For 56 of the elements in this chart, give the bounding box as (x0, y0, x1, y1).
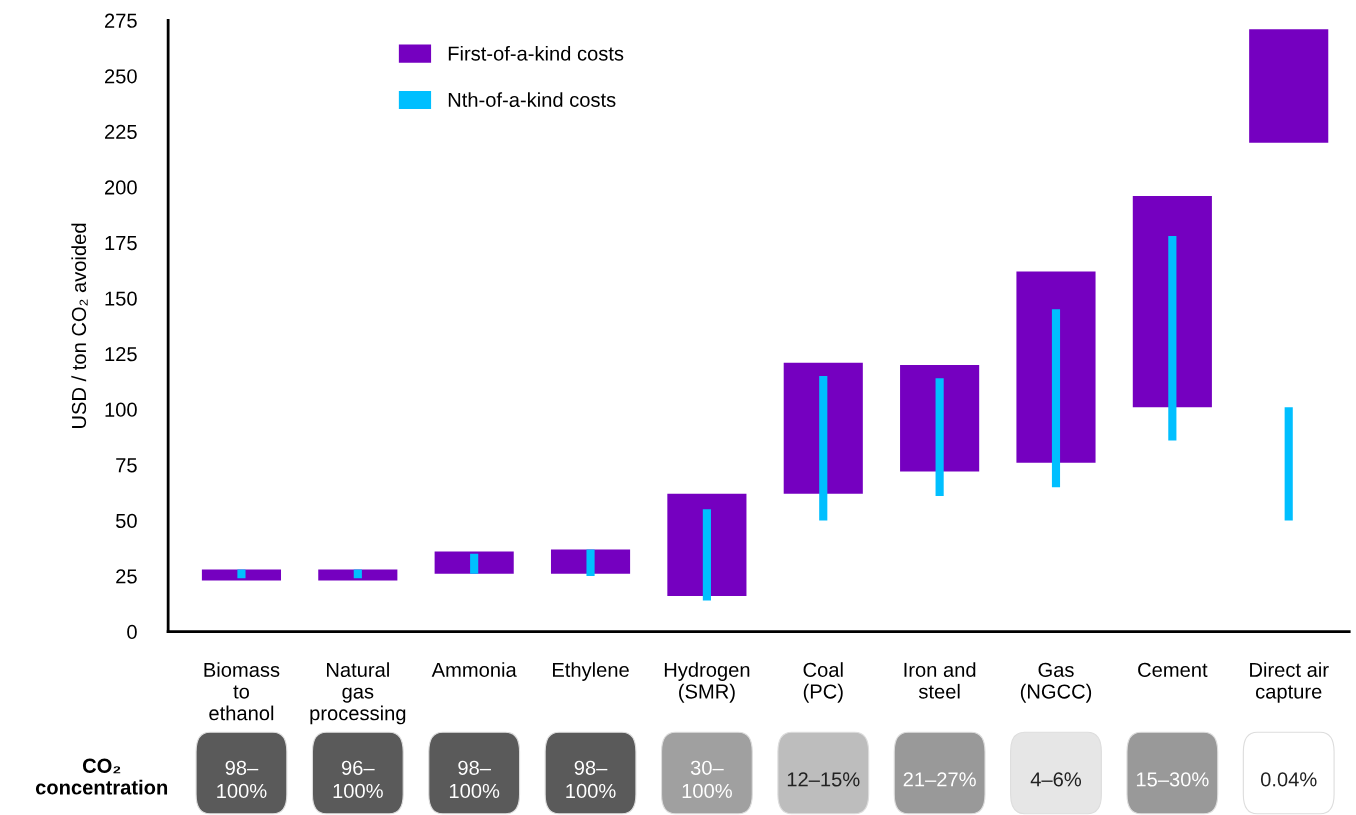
category-label: 98– 100% (449, 760, 500, 799)
bar (900, 364, 980, 472)
category-label: 0.04% (1260, 772, 1317, 787)
bar (1284, 407, 1293, 521)
x-tick-label: Coal (PC) (803, 662, 843, 703)
x-tick-label: Gas (NGCC) (1020, 662, 1092, 703)
y-tick-label: 225 (105, 124, 137, 140)
y-tick-label: 125 (105, 347, 137, 362)
y-tick-label: 200 (105, 180, 137, 195)
bar (201, 569, 282, 581)
category-label: 98– 100% (217, 760, 267, 799)
category-label: 15–30% (1136, 772, 1209, 787)
bar (586, 549, 595, 577)
x-tick-label: Natural gas processing (310, 662, 406, 725)
bar (353, 569, 362, 579)
legend-label: Nth-of-a-kind costs (448, 92, 616, 107)
x-tick-label: Direct air capture (1250, 662, 1329, 703)
y-tick-label: 100 (105, 402, 137, 417)
bar (1051, 309, 1061, 488)
bar (1168, 235, 1177, 441)
bar (819, 376, 828, 521)
y-tick-label: 0 (127, 624, 137, 640)
y-tick-label: 25 (116, 569, 137, 584)
x-tick-label: Ammonia (431, 662, 517, 677)
bar (470, 553, 479, 574)
y-tick-label: 275 (105, 13, 137, 28)
y-tick-label: 150 (105, 291, 137, 306)
bar (783, 362, 863, 494)
bar (702, 509, 711, 601)
bar (318, 569, 398, 581)
x-tick-label: Cement (1138, 662, 1208, 677)
bar (935, 378, 944, 497)
bar (550, 549, 631, 574)
legend-label: First-of-a-kind costs (448, 45, 624, 61)
x-tick-label: Hydrogen (SMR) (664, 662, 750, 703)
bar (1016, 271, 1096, 463)
category-label: 98– 100% (566, 760, 616, 799)
y-tick-label: 250 (105, 69, 137, 84)
y-tick-label: 50 (116, 513, 137, 528)
bar (667, 493, 747, 597)
bar (237, 569, 246, 579)
category-label: 4–6% (1030, 772, 1082, 787)
category-label: 30– 100% (682, 760, 732, 799)
bar (434, 551, 514, 574)
bar (1249, 29, 1329, 143)
category-label: 21–27% (903, 772, 976, 787)
category-label: 12–15% (787, 772, 860, 787)
x-tick-label: Ethylene (553, 662, 629, 681)
y-tick-label: 175 (105, 236, 137, 251)
x-tick-label: Biomass to ethanol (204, 662, 280, 721)
y-axis-title: USD / ton CO₂ avoided (71, 223, 88, 428)
bar (1132, 195, 1212, 408)
category-label: 96– 100% (333, 760, 383, 799)
text: CO₂ concentration (35, 758, 168, 795)
y-tick-label: 75 (116, 458, 137, 473)
x-tick-label: Iron and steel (904, 662, 976, 699)
